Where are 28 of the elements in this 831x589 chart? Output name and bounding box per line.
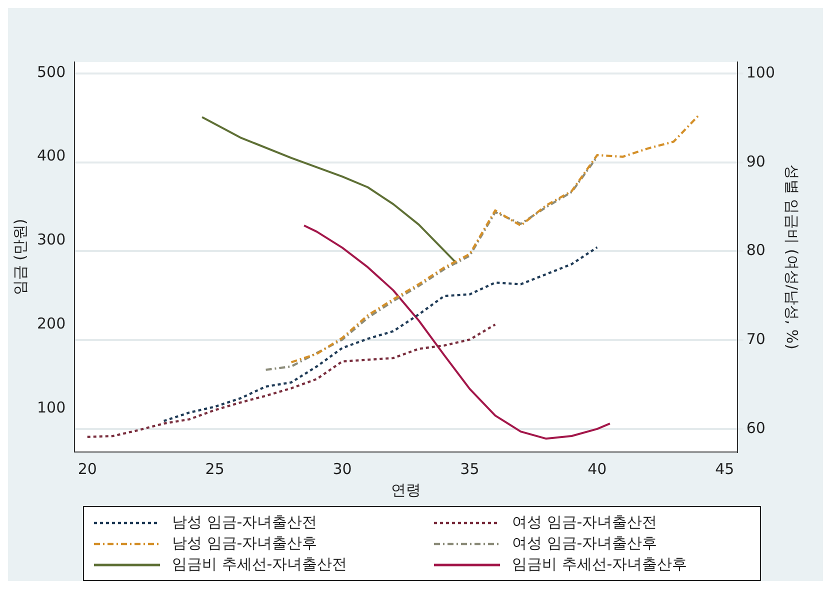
- x-tick-label: 35: [460, 460, 480, 478]
- x-tick-label: 40: [588, 460, 607, 478]
- line-series: [86, 323, 496, 438]
- legend-label: 여성 임금-자녀출산전: [512, 513, 658, 532]
- y-axis-title: 임금 (만원): [10, 218, 29, 296]
- y2-tick-label: 70: [746, 330, 766, 348]
- legend-label: 임금비 추세선-자녀출산후: [512, 555, 688, 574]
- y-tick-label: 100: [36, 398, 66, 416]
- y-tick-label: 300: [36, 230, 66, 249]
- legend-label: 여성 임금-자녀출산후: [512, 534, 658, 553]
- x-tick-label: 45: [715, 460, 734, 478]
- legend-label: 남성 임금-자녀출산전: [172, 513, 318, 532]
- line-series: [162, 246, 598, 422]
- legend-label: 임금비 추세선-자녀출산전: [172, 555, 348, 574]
- y-tick-label: 200: [36, 314, 66, 332]
- y2-tick-label: 80: [746, 241, 766, 260]
- line-series: [290, 114, 700, 364]
- y2-tick-label: 60: [746, 418, 766, 437]
- y2-tick-label: 100: [746, 63, 776, 82]
- x-axis-title: 연령: [391, 480, 421, 499]
- x-tick-label: 25: [205, 460, 224, 478]
- legend-label: 남성 임금-자녀출산후: [172, 534, 318, 553]
- y-tick-label: 400: [36, 146, 66, 165]
- y2-tick-label: 90: [746, 152, 766, 170]
- x-tick-label: 20: [78, 460, 97, 478]
- y2-axis-title: 성별 임금비 (여성/남성, %): [783, 164, 802, 350]
- y-tick-label: 500: [36, 62, 66, 81]
- x-tick-label: 30: [332, 460, 352, 478]
